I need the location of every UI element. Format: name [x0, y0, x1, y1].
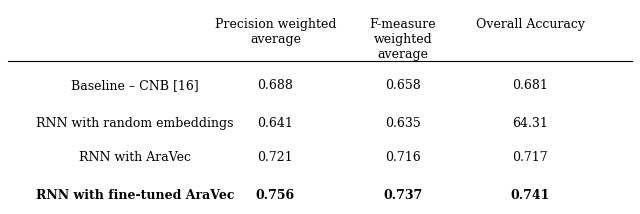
Text: RNN with AraVec: RNN with AraVec — [79, 151, 191, 164]
Text: 0.641: 0.641 — [257, 117, 293, 130]
Text: 0.721: 0.721 — [257, 151, 293, 164]
Text: RNN with random embeddings: RNN with random embeddings — [36, 117, 234, 130]
Text: 0.658: 0.658 — [385, 79, 420, 92]
Text: 0.716: 0.716 — [385, 151, 420, 164]
Text: F-measure
weighted
average: F-measure weighted average — [369, 18, 436, 61]
Text: 0.737: 0.737 — [383, 189, 422, 202]
Text: 0.741: 0.741 — [511, 189, 550, 202]
Text: Baseline – CNB [16]: Baseline – CNB [16] — [71, 79, 199, 92]
Text: 0.717: 0.717 — [513, 151, 548, 164]
Text: RNN with fine-tuned AraVec: RNN with fine-tuned AraVec — [36, 189, 234, 202]
Text: Overall Accuracy: Overall Accuracy — [476, 18, 585, 31]
Text: Precision weighted
average: Precision weighted average — [214, 18, 336, 46]
Text: 0.681: 0.681 — [513, 79, 548, 92]
Text: 0.756: 0.756 — [256, 189, 295, 202]
Text: 0.635: 0.635 — [385, 117, 420, 130]
Text: 0.688: 0.688 — [257, 79, 293, 92]
Text: 64.31: 64.31 — [513, 117, 548, 130]
